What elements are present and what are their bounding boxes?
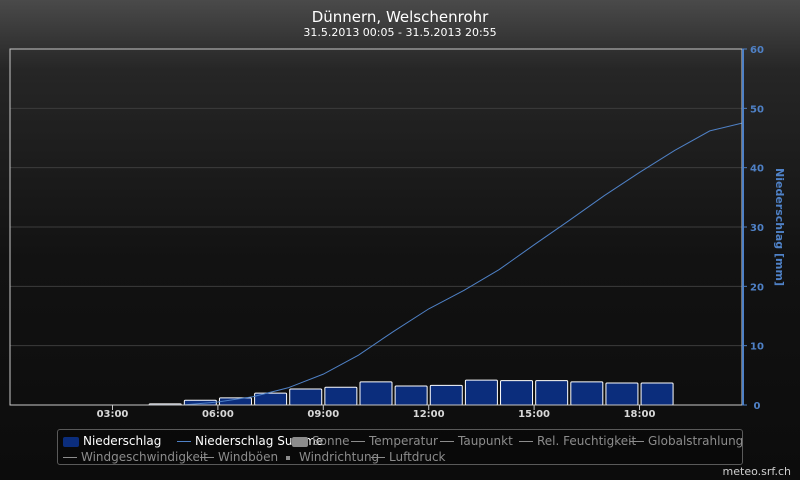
legend-label: Luftdruck [389,450,446,464]
y-tick-label: 60 [750,45,764,56]
legend-symbol-icon [292,436,308,447]
y-tick-label: 50 [750,104,764,115]
niederschlag-summe-line-group [10,122,743,406]
y-tick-label: 40 [750,164,764,175]
x-tick-label: 09:00 [307,409,339,420]
grid-lines [10,48,742,347]
legend-item-windgeschwindigkeit[interactable]: Windgeschwindigkeit [63,450,208,464]
bar-niederschlag [640,382,674,406]
legend-label: Globalstrahlung [648,434,744,448]
bar-niederschlag [429,384,463,406]
legend-symbol-icon [63,457,77,458]
legend-item-globalstrahlung[interactable]: Globalstrahlung [630,434,743,448]
legend-item-luftdruck[interactable]: Luftdruck [371,450,446,464]
legend-symbol-icon [286,455,290,460]
legend-symbol-icon [177,441,191,442]
legend-label: Niederschlag Summe [195,434,324,448]
legend-item-windrichtung[interactable]: Windrichtung [281,450,379,464]
credit-text: meteo.srf.ch [722,465,791,478]
legend-label: Temperatur [369,434,438,448]
legend-item-rel-feuchtigkeit[interactable]: Rel. Feuchtigkeit [519,434,636,448]
bar-niederschlag [500,380,534,406]
legend-symbol-icon [63,436,79,447]
legend-item-sonne[interactable]: Sonne [292,434,350,448]
legend-label: Taupunkt [458,434,513,448]
legend-symbol-icon [351,441,365,442]
chart-title: Dünnern, Welschenrohr [312,8,489,26]
bar-niederschlag [289,388,323,406]
niederschlag-summe-line [10,122,743,406]
bar-niederschlag [359,381,393,406]
bar-niederschlag [324,386,358,406]
axes: 03:00 06:00 09:00 12:00 15:00 18:00 0 10 20 30 40 5… [9,45,764,420]
legend-label: Rel. Feuchtigkeit [537,434,637,448]
chart-subtitle: 31.5.2013 00:05 - 31.5.2013 20:55 [303,26,496,39]
legend-symbol-icon [519,441,533,442]
legend-symbol-icon [630,441,644,442]
bar-niederschlag [605,382,639,406]
bar-niederschlag [535,380,569,406]
legend-symbol-icon [371,457,385,458]
legend-item-taupunkt[interactable]: Taupunkt [440,434,513,448]
legend-item-temperatur[interactable]: Temperatur [351,434,438,448]
y-axis-title: Niederschlag [mm] [773,168,786,286]
bar-niederschlag [394,385,428,406]
x-tick-label: 12:00 [413,409,445,420]
x-tick-label: 06:00 [202,409,234,420]
x-tick-label: 18:00 [624,409,656,420]
legend-label: Sonne [312,434,350,448]
x-tick-label: 15:00 [518,409,550,420]
legend-item-windböen[interactable]: Windböen [200,450,278,464]
niederschlag-bars [148,379,674,406]
legend-symbol-icon [440,441,454,442]
legend [57,429,743,465]
legend-item-niederschlag-summe[interactable]: Niederschlag Summe [177,434,323,448]
legend-label: Niederschlag [83,434,162,448]
legend-label: Windgeschwindigkeit [81,450,208,464]
y-tick-label: 20 [750,282,764,293]
bar-niederschlag [570,381,604,406]
legend-symbol-icon [200,457,214,458]
legend-label: Windrichtung [299,450,380,464]
y-tick-label: 30 [750,223,764,234]
legend-label: Windböen [218,450,279,464]
legend-item-niederschlag[interactable]: Niederschlag [63,434,161,448]
y-tick-label: 0 [754,401,761,412]
bar-niederschlag [464,379,498,406]
y-tick-label: 10 [750,342,764,353]
x-tick-label: 03:00 [97,409,129,420]
